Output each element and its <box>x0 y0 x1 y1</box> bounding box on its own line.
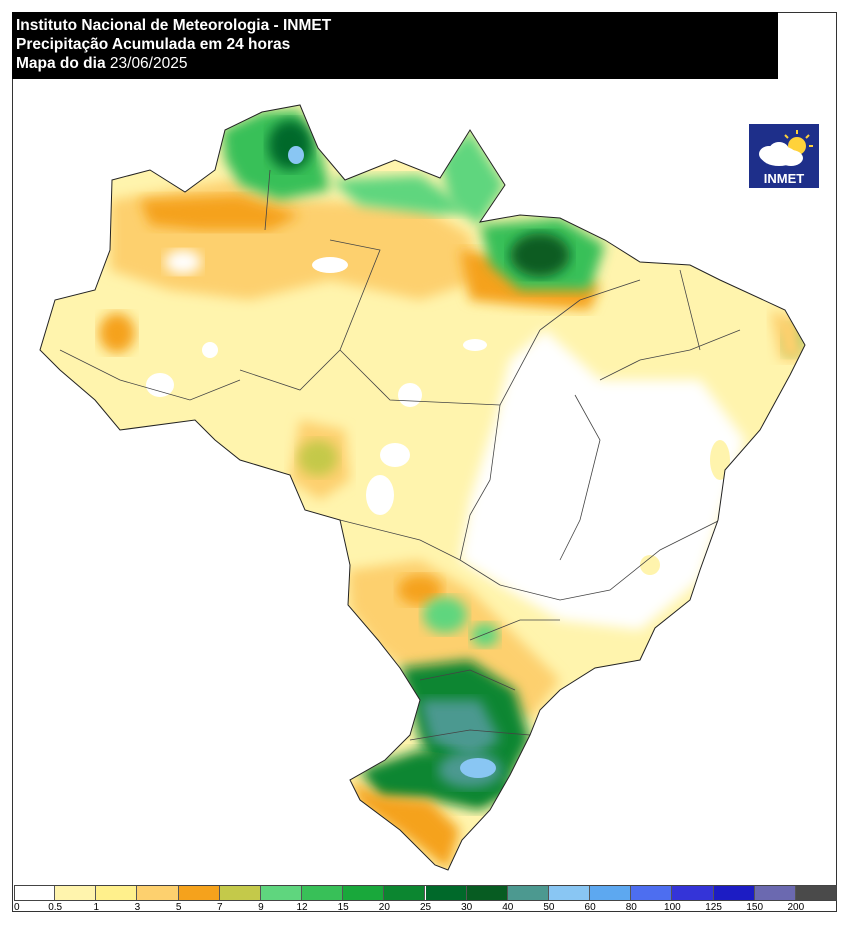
legend-swatch <box>466 885 508 901</box>
logo-text: INMET <box>764 171 805 186</box>
legend-tick-label: 0.5 <box>48 902 63 913</box>
legend-tick-label: 0 <box>14 902 20 913</box>
legend-swatch <box>96 885 138 901</box>
precipitation-legend: 0 0.5 1 3 5 7 9 12 15 20 25 30 40 50 60 80 100 125 150 200 <box>14 885 837 921</box>
map-subtitle: Precipitação Acumulada em 24 horas <box>16 36 291 53</box>
legend-swatch <box>548 885 591 901</box>
legend-tick-label: 150 <box>746 902 764 913</box>
legend-swatch <box>260 885 303 901</box>
legend-swatch <box>219 885 261 901</box>
legend-swatch <box>302 885 344 901</box>
legend-swatch <box>713 885 755 901</box>
legend-swatch <box>590 885 632 901</box>
legend-tick-label: 50 <box>543 902 555 913</box>
legend-tick-label: 7 <box>216 902 223 913</box>
legend-swatch <box>55 885 97 901</box>
legend-swatch <box>795 885 837 901</box>
legend-swatch <box>343 885 385 901</box>
state-boundaries <box>59 169 741 741</box>
legend-tick-label: 3 <box>134 902 141 913</box>
legend-tick-label: 9 <box>258 902 264 913</box>
map-date-line: Mapa do dia 23/06/2025 <box>16 55 187 73</box>
legend-tick-label: 30 <box>461 902 473 913</box>
legend-tick-label: 40 <box>502 902 514 913</box>
legend-tick-label: 25 <box>419 902 432 913</box>
legend-swatch <box>178 885 220 901</box>
legend-swatch <box>507 885 549 901</box>
legend-swatch <box>14 885 56 901</box>
map-date: 23/06/2025 <box>109 55 188 72</box>
legend-swatch <box>672 885 714 901</box>
legend-tick-label: 5 <box>175 902 182 913</box>
map-header: Instituto Nacional de Meteorologia - INM… <box>12 12 778 79</box>
legend-tick-label: 60 <box>584 902 596 913</box>
legend-tick-label: 20 <box>378 902 390 913</box>
precipitation-shading <box>99 110 805 870</box>
legend-tick-label: 15 <box>337 902 349 913</box>
legend-swatch <box>384 885 426 901</box>
legend-swatch <box>425 885 467 901</box>
map-date-label: Mapa do dia <box>16 55 106 72</box>
legend-tick-label: 1 <box>93 902 100 913</box>
legend-swatch <box>137 885 179 901</box>
legend-tick-label: 100 <box>664 902 681 913</box>
legend-tick-label: 12 <box>296 902 308 913</box>
legend-tick-label: 200 <box>787 902 805 913</box>
cloud-sun-icon <box>759 130 813 166</box>
legend-swatch <box>631 885 673 901</box>
institute-title: Instituto Nacional de Meteorologia - INM… <box>16 17 332 34</box>
legend-tick-label: 80 <box>625 902 637 913</box>
inmet-logo: INMET <box>749 124 819 188</box>
legend-swatch <box>754 885 796 901</box>
legend-tick-label: 125 <box>705 902 722 913</box>
